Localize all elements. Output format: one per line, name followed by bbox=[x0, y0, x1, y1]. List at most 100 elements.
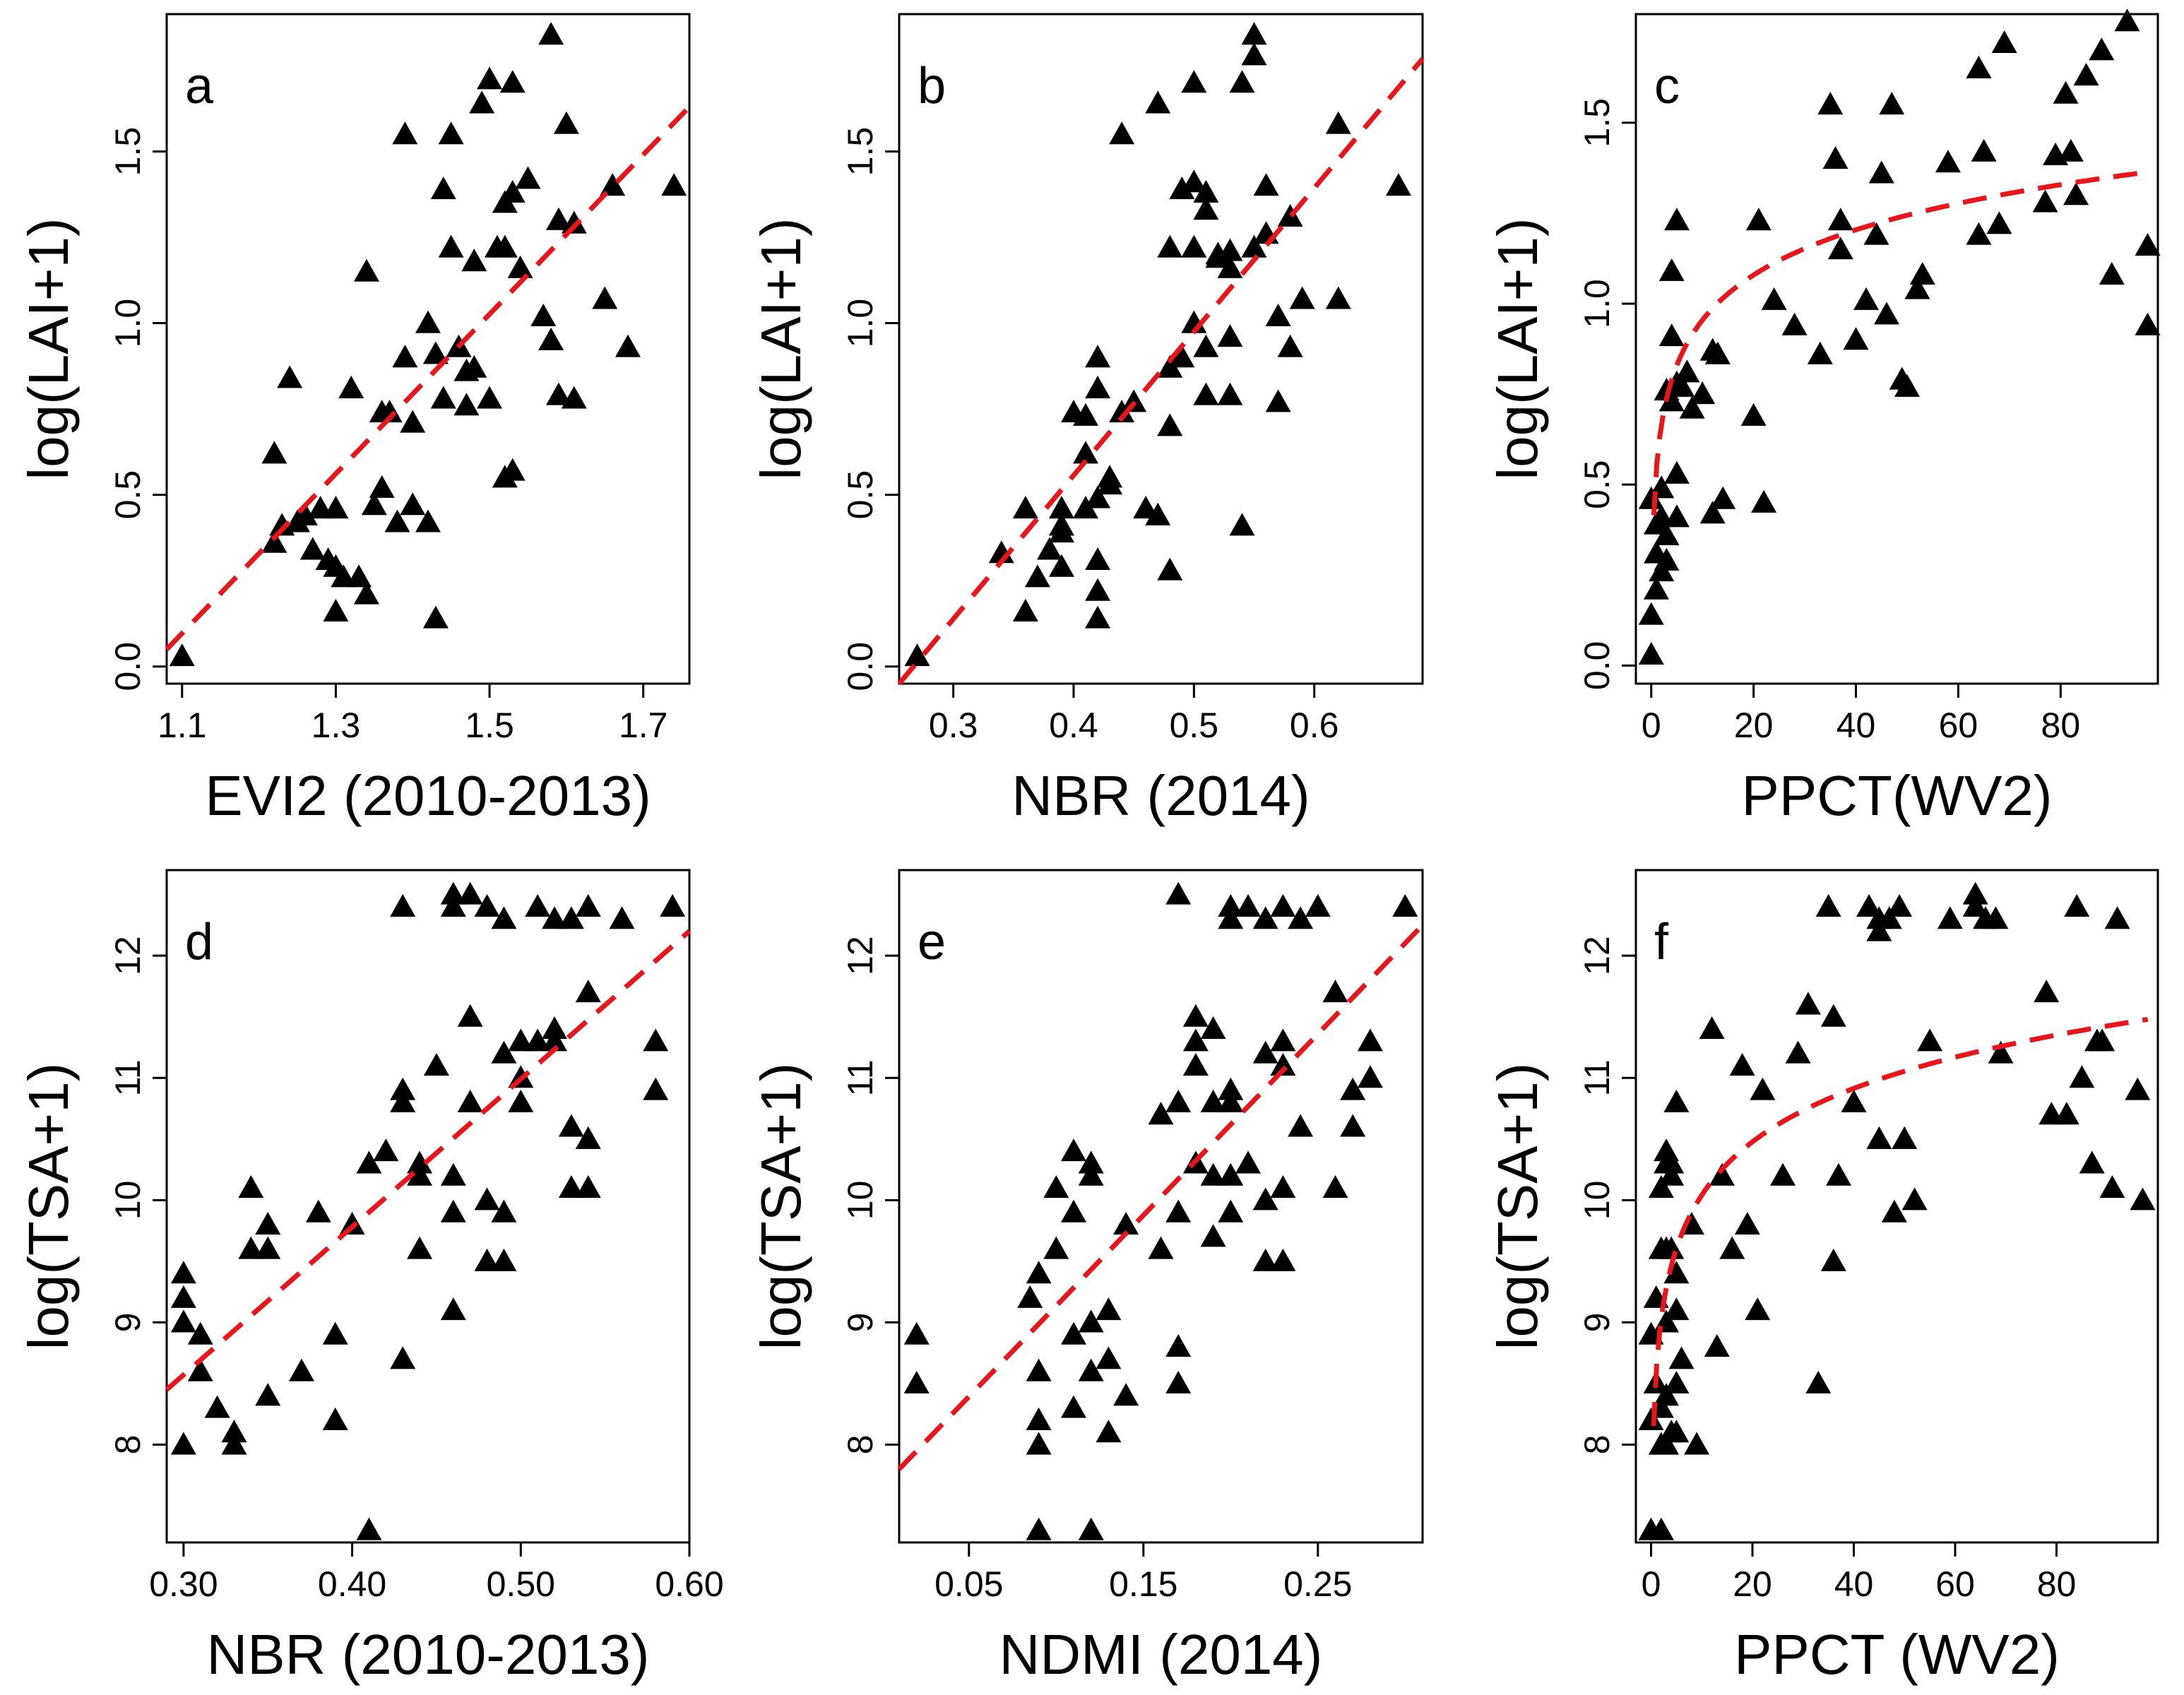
x-tick-label: 0.3 bbox=[929, 706, 978, 745]
panel-c: 0 20 40 60 80 0.0 0.5 1.0 1.5 PPCT(WV2) log(LAI+1)… bbox=[1486, 8, 2161, 827]
data-point bbox=[2053, 81, 2079, 104]
data-point bbox=[1663, 1261, 1690, 1284]
data-point bbox=[457, 1089, 483, 1112]
data-point bbox=[1288, 1114, 1314, 1137]
data-point bbox=[1289, 286, 1315, 309]
data-point bbox=[457, 881, 483, 905]
data-point bbox=[469, 90, 495, 114]
data-point bbox=[1078, 1150, 1104, 1174]
data-point bbox=[1843, 327, 1869, 350]
y-tick-label: 12 bbox=[1577, 936, 1617, 975]
data-point bbox=[1061, 1321, 1086, 1345]
x-tick-label: 0.25 bbox=[1283, 1564, 1352, 1604]
data-point bbox=[1182, 1028, 1209, 1052]
data-point bbox=[292, 502, 318, 525]
data-point bbox=[288, 1358, 314, 1381]
data-point bbox=[903, 1321, 930, 1345]
data-point bbox=[1026, 1517, 1052, 1540]
y-tick-label: 11 bbox=[108, 1059, 148, 1096]
data-point bbox=[187, 1321, 213, 1345]
data-point bbox=[1817, 92, 1844, 115]
data-point bbox=[1109, 121, 1135, 145]
data-point bbox=[1820, 1004, 1846, 1027]
y-tick-label: 1.0 bbox=[841, 299, 880, 348]
data-point bbox=[538, 22, 564, 45]
data-point bbox=[1638, 1407, 1664, 1430]
data-point bbox=[390, 1089, 416, 1112]
data-point bbox=[1235, 893, 1261, 917]
data-point bbox=[1385, 173, 1411, 196]
y-tick-label: 11 bbox=[1577, 1059, 1617, 1096]
data-point bbox=[1340, 1114, 1366, 1137]
data-point bbox=[1182, 1004, 1209, 1027]
y-tick-label: 8 bbox=[108, 1435, 148, 1455]
data-point bbox=[1252, 1187, 1278, 1211]
data-point bbox=[238, 1236, 264, 1259]
plot-frame bbox=[165, 869, 691, 1544]
data-point bbox=[430, 176, 456, 199]
data-point bbox=[2135, 312, 2161, 335]
data-point bbox=[361, 492, 387, 516]
data-point bbox=[1061, 1138, 1086, 1162]
y-tick-label: 0.5 bbox=[841, 470, 880, 520]
data-point bbox=[1770, 1162, 1796, 1186]
data-point bbox=[904, 643, 930, 667]
x-axis-title: NBR (2010-2013) bbox=[207, 1623, 650, 1686]
data-point bbox=[1165, 881, 1192, 905]
x-tick-label: 1.7 bbox=[619, 706, 668, 745]
x-axis-title: PPCT (WV2) bbox=[1734, 1623, 2060, 1686]
panel-a: 1.1 1.3 1.5 1.7 0.0 0.5 1.0 1.5 EVI2 (2010-2013)… bbox=[17, 13, 692, 827]
data-point bbox=[392, 121, 418, 145]
y-axis-title: log(TSA+1) bbox=[749, 1063, 812, 1350]
data-point bbox=[1148, 1236, 1174, 1259]
data-point bbox=[1822, 145, 1848, 170]
y-tick-label: 1.5 bbox=[1577, 98, 1617, 148]
plot-frame bbox=[165, 13, 691, 685]
data-point bbox=[1654, 522, 1680, 545]
data-point bbox=[1983, 906, 2009, 929]
data-point bbox=[1169, 176, 1195, 199]
data-point bbox=[1874, 302, 1900, 325]
data-point bbox=[415, 310, 441, 333]
data-point bbox=[407, 1236, 433, 1259]
fit-line bbox=[165, 929, 692, 1392]
data-point bbox=[1971, 138, 1997, 162]
data-point bbox=[1061, 1199, 1086, 1223]
data-point bbox=[1265, 389, 1291, 412]
data-point bbox=[1805, 1370, 1832, 1394]
data-point bbox=[277, 365, 303, 388]
y-tick-label: 0.5 bbox=[1577, 460, 1617, 509]
x-tick-label: 40 bbox=[1834, 1564, 1874, 1604]
data-point bbox=[499, 458, 526, 481]
data-point bbox=[1024, 564, 1050, 588]
data-point bbox=[1654, 1432, 1680, 1455]
data-point bbox=[356, 1150, 382, 1174]
data-point bbox=[461, 355, 487, 378]
x-tick-label: 1.1 bbox=[158, 706, 207, 745]
data-point bbox=[1085, 375, 1111, 398]
data-point bbox=[1785, 1040, 1811, 1064]
y-tick-label: 0.0 bbox=[108, 642, 148, 691]
data-point bbox=[353, 258, 379, 282]
y-tick-label: 0.5 bbox=[108, 470, 148, 520]
data-point bbox=[1761, 287, 1787, 310]
panel-d: 0.30 0.40 0.50 0.60 8 9 10 11 12 NBR (2010-2013) l… bbox=[17, 869, 724, 1686]
data-point bbox=[1048, 520, 1074, 543]
y-tick-label: 1.5 bbox=[108, 127, 148, 177]
data-point bbox=[1991, 30, 2017, 54]
data-point bbox=[1654, 1383, 1680, 1406]
data-point bbox=[1217, 382, 1243, 405]
data-point bbox=[2032, 189, 2058, 213]
x-tick-label: 40 bbox=[1836, 706, 1876, 745]
data-point bbox=[1357, 1028, 1383, 1052]
data-point bbox=[1078, 1358, 1104, 1381]
data-point bbox=[1048, 554, 1074, 577]
data-point bbox=[1043, 1175, 1069, 1199]
data-point bbox=[1078, 1309, 1104, 1333]
data-point bbox=[1322, 1175, 1348, 1199]
data-point bbox=[1734, 1211, 1760, 1235]
data-point bbox=[1937, 906, 1963, 929]
data-point bbox=[1270, 1175, 1296, 1199]
data-point bbox=[1073, 441, 1099, 464]
data-point bbox=[1684, 1432, 1710, 1455]
